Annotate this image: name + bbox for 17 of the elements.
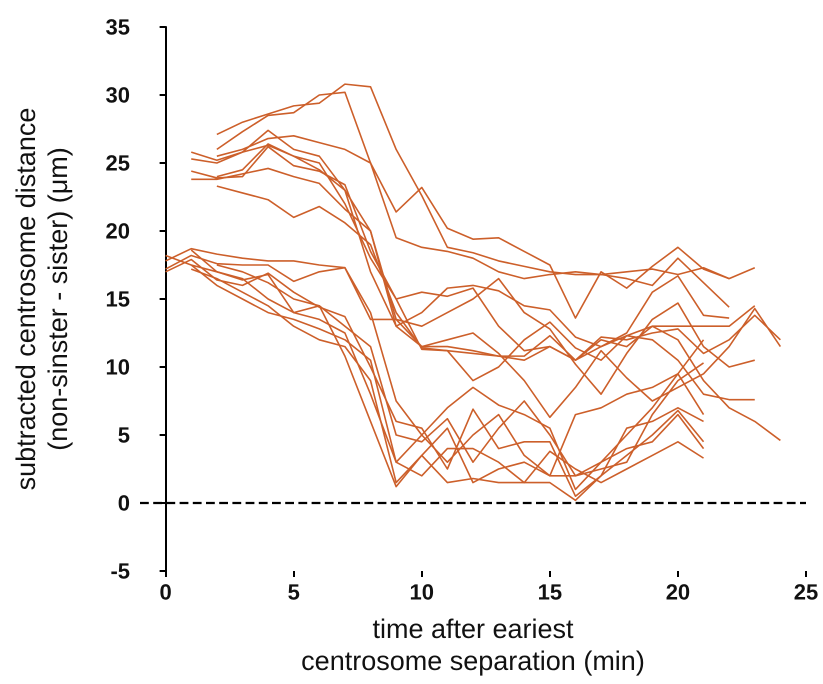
y-tick-label: 15 [106, 286, 130, 312]
y-tick-label: 25 [106, 150, 130, 176]
y-tick-label: 10 [106, 354, 130, 380]
y-tick-label: 20 [106, 218, 130, 244]
y-axis-title: subtracted centrosome distance (non-sinster - sister) (μm) [11, 108, 73, 490]
y-tick-label: 30 [106, 82, 130, 108]
y-tick-label: 35 [106, 14, 130, 40]
x-tick-label: 0 [159, 580, 172, 604]
y-tick-label: -5 [110, 558, 130, 584]
y-tick-label: 0 [118, 490, 130, 516]
x-axis-title: time after eariest centrosome separation (min) [301, 614, 645, 676]
x-tick-label: 25 [794, 580, 818, 604]
x-tick-label: 20 [666, 580, 690, 604]
x-tick-label: 10 [410, 580, 434, 604]
x-tick-label: 15 [538, 580, 562, 604]
x-tick-label: 5 [288, 580, 300, 604]
y-tick-label: 5 [118, 422, 130, 448]
